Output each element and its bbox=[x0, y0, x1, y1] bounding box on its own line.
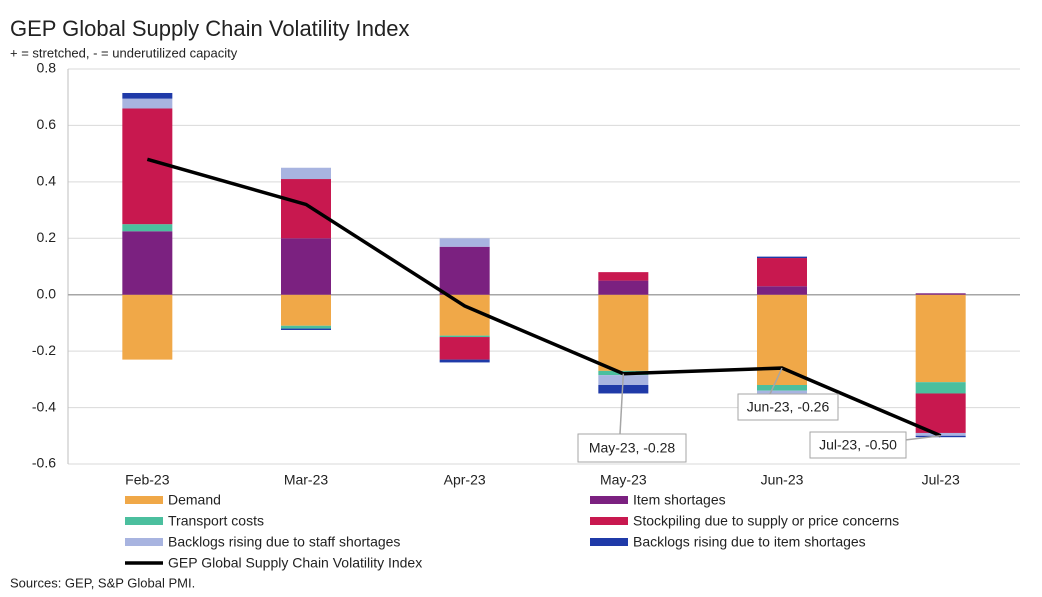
bar-segment bbox=[122, 98, 173, 109]
annotation: Jun-23, -0.26 bbox=[747, 399, 830, 415]
legend-label: Demand bbox=[168, 492, 221, 508]
annotation: May-23, -0.28 bbox=[589, 440, 676, 456]
legend-label: Backlogs rising due to item shortages bbox=[633, 534, 866, 550]
y-tick-label: -0.2 bbox=[32, 342, 56, 358]
annotation-box bbox=[737, 393, 839, 421]
bar-segment bbox=[757, 390, 807, 394]
legend-label: Backlogs rising due to staff shortages bbox=[168, 534, 400, 550]
bar-segment bbox=[281, 294, 331, 326]
y-tick-label: 0.6 bbox=[37, 116, 57, 132]
x-tick-label: Jun-23 bbox=[761, 472, 804, 488]
x-tick-label: Feb-23 bbox=[125, 472, 170, 488]
bar-segment bbox=[122, 231, 173, 295]
bar-segment bbox=[915, 293, 966, 295]
bar-segment bbox=[281, 167, 331, 180]
legend-swatch bbox=[125, 517, 163, 525]
bar-segment bbox=[439, 337, 490, 360]
annotation: Jul-23, -0.50 bbox=[819, 437, 897, 453]
chart-subtitle: + = stretched, - = underutilized capacit… bbox=[10, 45, 238, 60]
bar-segment bbox=[122, 108, 173, 225]
bar-segment bbox=[915, 393, 966, 433]
legend-swatch bbox=[590, 517, 628, 525]
x-tick-label: Mar-23 bbox=[284, 472, 329, 488]
bar-segment bbox=[281, 179, 331, 239]
x-tick-label: Jul-23 bbox=[922, 472, 960, 488]
bar-segment bbox=[757, 256, 807, 259]
y-tick-label: -0.4 bbox=[32, 398, 56, 414]
legend-swatch bbox=[125, 496, 163, 504]
bar-segment bbox=[122, 294, 173, 360]
bar-segment bbox=[439, 238, 490, 247]
legend-swatch bbox=[590, 538, 628, 546]
annotation-leader bbox=[619, 373, 625, 435]
y-tick-label: -0.6 bbox=[32, 455, 56, 471]
bar-segment bbox=[281, 325, 331, 329]
bar-segment bbox=[281, 238, 331, 295]
source-note: Sources: GEP, S&P Global PMI. bbox=[10, 575, 195, 590]
bar-segment bbox=[915, 294, 966, 383]
bar-segment bbox=[598, 272, 649, 281]
y-tick-label: 0.0 bbox=[37, 285, 57, 301]
bar-segment bbox=[122, 224, 173, 232]
x-tick-label: May-23 bbox=[600, 472, 647, 488]
legend-swatch bbox=[125, 538, 163, 546]
x-tick-label: Apr-23 bbox=[444, 472, 486, 488]
bar-segment bbox=[757, 286, 807, 295]
legend-label: Stockpiling due to supply or price conce… bbox=[633, 513, 899, 529]
legend-label: Item shortages bbox=[633, 492, 726, 508]
annotation-box bbox=[809, 431, 907, 459]
bar-segment bbox=[439, 246, 490, 295]
bar-segment bbox=[757, 258, 807, 287]
bar-segment bbox=[439, 335, 490, 338]
bar-segment bbox=[598, 294, 649, 371]
bar-segment bbox=[598, 280, 649, 295]
chart-title: GEP Global Supply Chain Volatility Index bbox=[10, 16, 410, 41]
bar-segment bbox=[439, 294, 490, 336]
index-line bbox=[146, 157, 942, 438]
bar-segment bbox=[122, 92, 173, 99]
annotation-leader bbox=[769, 367, 783, 395]
y-tick-label: 0.8 bbox=[37, 60, 57, 76]
annotation-leader bbox=[904, 435, 941, 441]
bar-segment bbox=[915, 382, 966, 394]
legend-swatch bbox=[590, 496, 628, 504]
y-tick-label: 0.2 bbox=[37, 229, 57, 245]
bar-segment bbox=[757, 385, 807, 391]
annotation-box bbox=[577, 433, 687, 463]
bar-segment bbox=[439, 359, 490, 363]
y-tick-label: 0.4 bbox=[37, 173, 57, 189]
legend-label: Transport costs bbox=[168, 513, 264, 529]
bar-segment bbox=[757, 294, 807, 385]
bar-segment bbox=[281, 328, 331, 330]
legend-label: GEP Global Supply Chain Volatility Index bbox=[168, 555, 422, 571]
bar-segment bbox=[598, 385, 649, 394]
